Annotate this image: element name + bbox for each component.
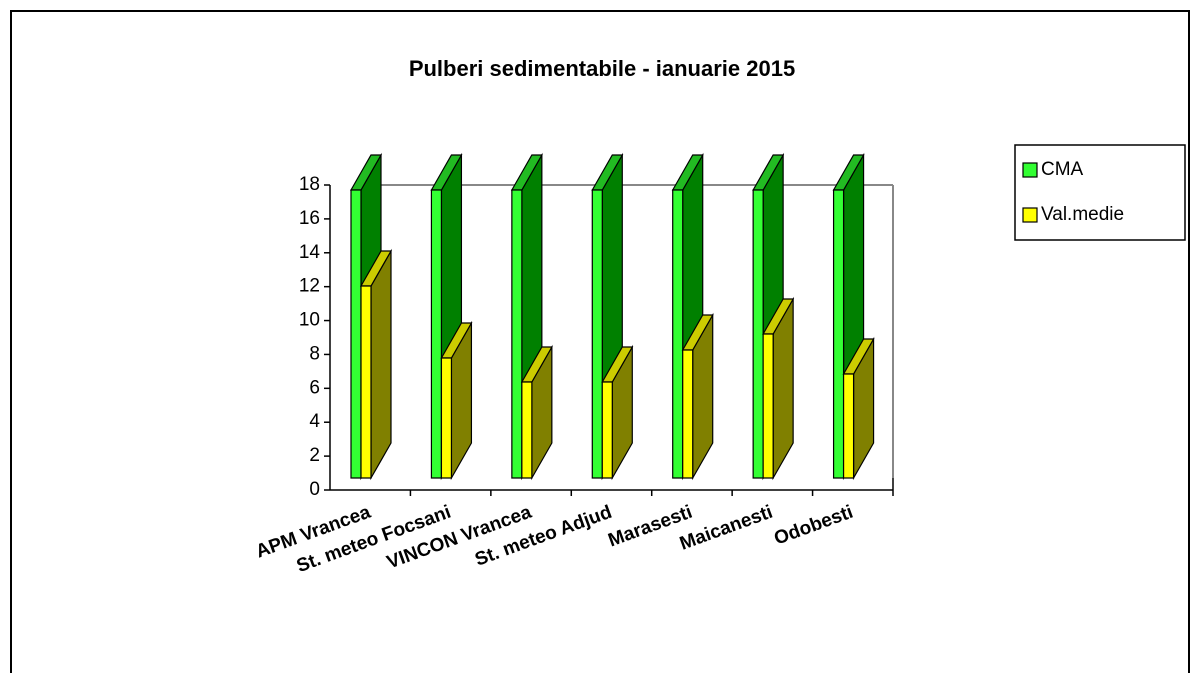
bar-face xyxy=(370,248,392,481)
y-tick-label: 12 xyxy=(299,276,320,297)
bar xyxy=(440,320,473,481)
bar-face xyxy=(511,189,523,479)
y-tick-label: 18 xyxy=(299,174,320,195)
chart-title: Pulberi sedimentabile - ianuarie 2015 xyxy=(409,56,795,81)
y-tick-label: 10 xyxy=(299,310,320,331)
bar-face xyxy=(672,189,684,479)
y-tick-label: 14 xyxy=(299,242,321,263)
bar xyxy=(520,344,553,481)
bar xyxy=(359,248,393,481)
bar xyxy=(681,312,714,481)
bar-face xyxy=(430,189,443,479)
bar-face xyxy=(350,189,362,479)
legend-label: CMA xyxy=(1041,159,1084,180)
bar xyxy=(762,296,795,481)
bar-face xyxy=(360,285,372,479)
bar-face xyxy=(591,189,603,479)
y-tick-label: 2 xyxy=(309,445,320,466)
y-tick-label: 0 xyxy=(309,479,320,500)
y-tick-label: 4 xyxy=(309,411,320,432)
legend-swatch xyxy=(1022,162,1038,178)
y-tick-label: 16 xyxy=(299,208,320,229)
bar-face xyxy=(752,189,764,479)
legend xyxy=(1014,144,1186,241)
y-tick-label: 8 xyxy=(309,343,320,364)
bar-face xyxy=(762,333,774,479)
bar-face xyxy=(832,189,845,479)
bar-face xyxy=(842,373,855,479)
bar-face xyxy=(682,349,694,479)
bar-face xyxy=(521,381,533,479)
legend-swatch xyxy=(1022,207,1038,223)
bar-face xyxy=(440,357,453,479)
y-tick-label: 6 xyxy=(309,377,320,398)
legend-label: Val.medie xyxy=(1041,204,1124,225)
bar-face xyxy=(601,381,613,479)
bar xyxy=(842,336,875,481)
bar xyxy=(601,344,634,481)
